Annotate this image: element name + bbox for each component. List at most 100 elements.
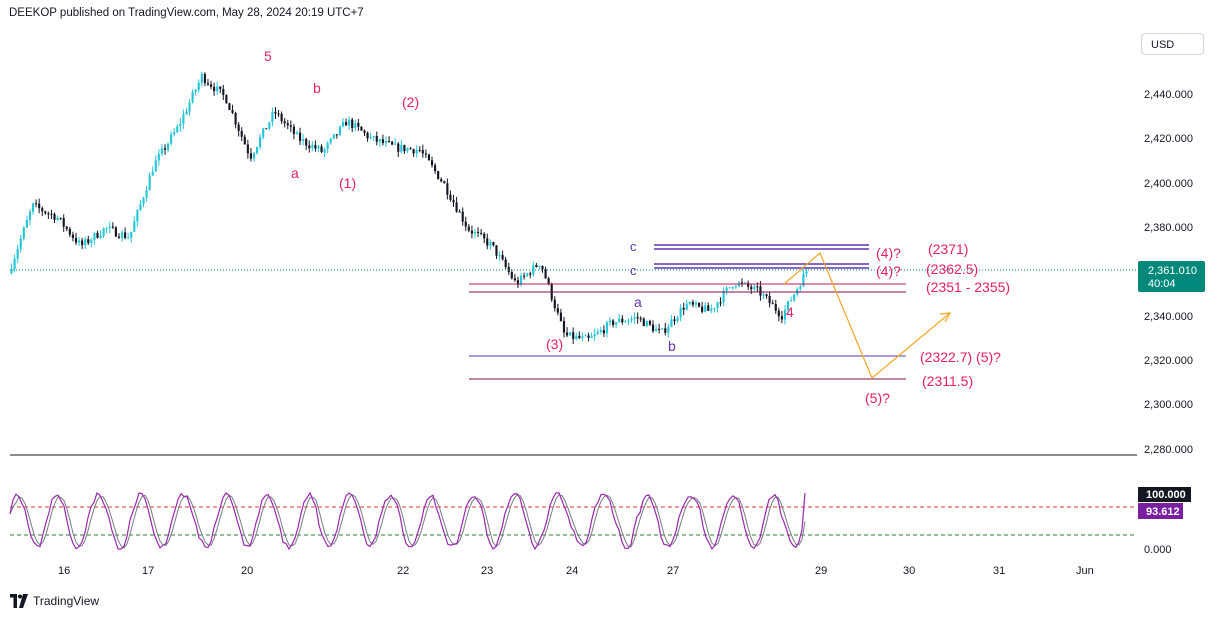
wave-label-b: b	[313, 80, 321, 96]
price-tick: 2,280.000	[1144, 444, 1193, 456]
candle-body	[50, 213, 53, 215]
candle-body	[685, 303, 688, 310]
price-tick: 2,320.000	[1144, 355, 1193, 367]
candle-body	[394, 143, 397, 145]
candle-body	[774, 304, 777, 311]
wave-label-c1: c	[630, 239, 637, 254]
candle-body	[277, 113, 280, 115]
candle-body	[470, 230, 473, 234]
candle-body	[768, 295, 771, 304]
oscillator-signal-line	[9, 494, 806, 549]
candle-body	[108, 226, 111, 228]
wave-label-4: 4	[786, 304, 794, 320]
candle-body	[538, 265, 541, 267]
candle-body	[627, 320, 630, 322]
wave-label-c2: c	[630, 263, 637, 278]
candle-body	[154, 160, 157, 172]
candle-body	[289, 125, 292, 127]
candle-body	[163, 148, 167, 150]
candle-body	[117, 236, 121, 238]
candle-body	[664, 328, 667, 333]
candle-body	[510, 271, 513, 279]
wave-label-a: a	[291, 165, 299, 181]
level-label-q4b: (4)?	[876, 263, 901, 279]
candle-body	[114, 227, 117, 237]
candle-body	[786, 301, 790, 311]
candle-body	[673, 319, 676, 322]
candle-body	[430, 160, 434, 166]
price-tick: 2,400.000	[1144, 178, 1193, 190]
candle-body	[194, 89, 197, 92]
candle-body	[541, 265, 544, 270]
candle-body	[351, 119, 354, 129]
candle-body	[578, 335, 581, 339]
candle-body	[464, 221, 467, 227]
candle-body	[84, 239, 87, 246]
candle-body	[476, 231, 480, 233]
candle-body	[148, 175, 151, 191]
candle-body	[658, 328, 661, 330]
candle-body	[427, 154, 431, 161]
time-label: 30	[903, 565, 915, 577]
candle-body	[341, 122, 345, 127]
wave-label-b2: b	[668, 338, 676, 354]
time-label: 22	[397, 565, 409, 577]
level-label-2311: (2311.5)	[922, 373, 973, 389]
level-label-q4a: (4)?	[876, 245, 901, 261]
wave-labels: 5 a b (1) (2) (3) a b 4 c c (5)?	[264, 48, 890, 406]
candle-body	[179, 123, 182, 127]
level-labels: (4)? (4)? (2371) (2362.5) (2351 - 2355) …	[876, 241, 1010, 389]
candle-body	[519, 275, 523, 285]
candle-body	[753, 286, 756, 290]
candle-body	[412, 149, 415, 154]
candle-body	[605, 322, 609, 334]
candle-body	[173, 132, 176, 135]
candle-body	[22, 227, 25, 239]
candle-body	[255, 147, 259, 154]
wave-label-3: (3)	[546, 336, 563, 352]
candle-body	[35, 203, 38, 205]
candle-body	[437, 171, 440, 180]
candle-body	[572, 332, 575, 339]
candle-body	[707, 305, 710, 311]
candle-body	[467, 226, 470, 231]
projection-path	[783, 252, 951, 379]
candle-body	[348, 119, 351, 126]
candle-body	[292, 126, 295, 135]
candle-body	[713, 308, 716, 310]
candle-body	[234, 112, 237, 125]
candle-body	[139, 203, 142, 210]
currency-button[interactable]: USD	[1141, 33, 1204, 55]
candle-body	[734, 286, 737, 288]
price-axis[interactable]: 2,440.000 2,420.000 2,400.000 2,380.000 …	[1144, 89, 1193, 456]
candle-body	[151, 171, 154, 176]
candle-body	[268, 122, 271, 129]
time-axis[interactable]: 16 17 20 22 23 24 27 29 30 31 Jun	[58, 565, 1094, 577]
oscillator-pane: 100.000 93.612 0.000	[9, 487, 1191, 556]
candle-body	[473, 231, 477, 234]
candle-body	[320, 146, 323, 153]
candle-body	[608, 320, 612, 323]
candle-body	[252, 153, 256, 159]
candle-body	[694, 302, 698, 305]
candle-body	[44, 211, 47, 214]
candle-body	[397, 143, 400, 152]
time-label: 27	[667, 565, 679, 577]
candle-body	[747, 282, 750, 287]
candle-body	[486, 238, 489, 246]
candle-body	[19, 238, 22, 249]
candle-body	[157, 153, 160, 161]
candle-body	[142, 197, 145, 204]
candle-body	[790, 300, 793, 302]
candle-body	[62, 217, 65, 227]
candle-body	[283, 121, 286, 124]
footer-brand-label: TradingView	[33, 594, 100, 608]
candle-body	[182, 114, 185, 124]
candle-body	[406, 148, 409, 152]
wave-label-5q: (5)?	[865, 390, 890, 406]
candle-body	[483, 233, 486, 239]
candle-body	[74, 237, 78, 243]
footer-brand[interactable]: TradingView	[9, 594, 99, 608]
osc-low-label: 0.000	[1144, 544, 1172, 556]
